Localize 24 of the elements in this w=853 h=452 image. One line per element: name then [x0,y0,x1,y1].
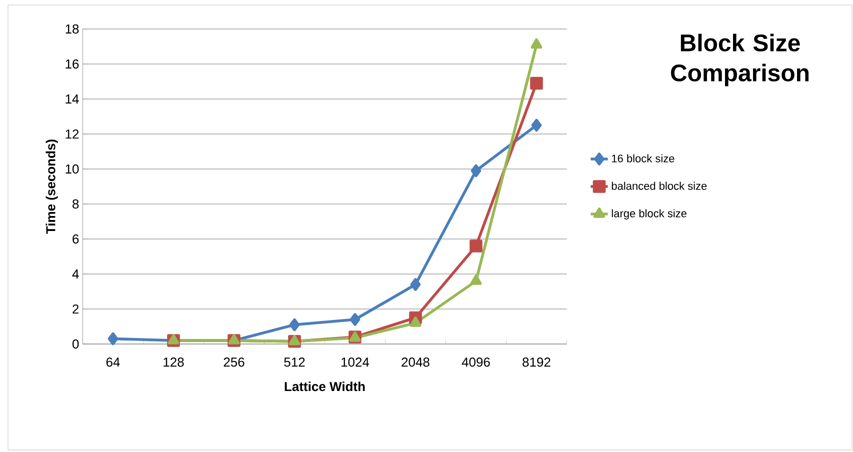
y-tick-label: 10 [66,164,79,174]
y-tick-label: 14 [66,94,79,104]
y-axis-title: Time (seconds) [46,140,58,234]
y-tick-label: 12 [66,129,79,139]
text: Block Size Comparison [670,34,809,86]
y-tick-label: 2 [72,304,79,314]
x-tick-label: 128 [164,358,184,367]
x-tick-label: 64 [106,358,120,367]
x-tick-label: 8192 [522,358,550,367]
x-tick-label: 256 [224,358,244,367]
y-tick-label: 16 [66,59,79,69]
x-tick-label: 4096 [462,358,490,367]
legend-label: balanced block size [612,182,707,190]
x-tick-label: 2048 [402,358,430,367]
x-tick-label: 512 [284,358,305,367]
x-tick-label: 1024 [342,358,370,367]
y-tick-label: 6 [72,234,79,244]
y-tick-label: 0 [72,339,79,349]
y-tick-label: 8 [72,199,79,209]
legend-label: large block size [612,209,686,220]
legend-label: 16 block size [612,154,674,162]
y-tick-label: 18 [66,24,79,34]
x-axis-title: Lattice Width [284,382,365,392]
y-tick-label: 4 [72,270,79,278]
